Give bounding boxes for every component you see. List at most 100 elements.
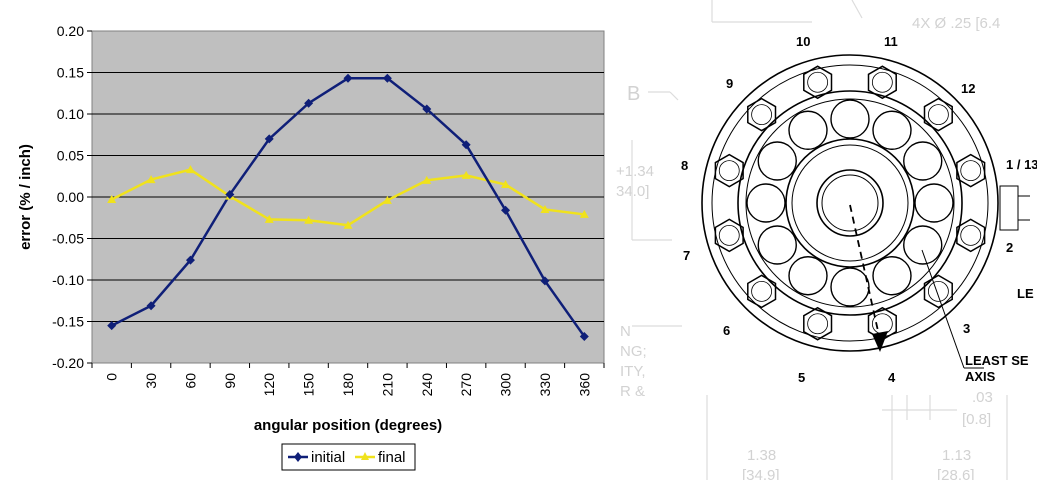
y-tick-label: -0.10: [52, 272, 84, 288]
point-final: [382, 195, 392, 204]
y-tick-label: -0.20: [52, 355, 84, 371]
bolt-number-1-13: 1 / 13: [1006, 157, 1037, 172]
roller: [903, 141, 943, 181]
x-tick-label: 60: [182, 373, 198, 389]
bolt-number-8: 8: [681, 158, 688, 173]
point-initial: [343, 73, 353, 83]
bolt-hex: [714, 218, 744, 253]
bolt-number-11: 11: [884, 34, 898, 49]
bolt-hex: [923, 97, 953, 132]
legend-initial-marker: [294, 452, 302, 462]
x-tick-label: 150: [301, 373, 317, 397]
chart-panel: 0.20 0.15 0.10 0.05 0.00 -0.05 -0.10 -0.15 -0.20…: [17, 0, 613, 480]
bolt-number-2: 2: [1006, 240, 1013, 255]
legend-final-label: final: [378, 449, 406, 466]
x-axis-title: angular position (degrees): [254, 417, 442, 434]
inner-race-edge: [791, 144, 909, 262]
axis-arrow-head: [872, 331, 888, 352]
technical-drawing-panel: 4X Ø .25 [6.4 B +1.34 34.0] NG; ITY, R &…: [612, 0, 1037, 484]
bg-text-dim-1: +1.34: [616, 163, 654, 180]
x-tick-label: 0: [104, 373, 120, 381]
bolt-washer: [807, 71, 829, 93]
point-initial: [146, 301, 156, 311]
x-tick-label: 90: [222, 373, 238, 389]
bolt-washer: [751, 280, 773, 302]
legend-final-marker: [361, 452, 369, 460]
bg-text-dim-2: 34.0]: [616, 183, 649, 200]
bolt-hex: [803, 65, 833, 100]
bolt-number-7: 7: [683, 248, 690, 263]
point-initial: [304, 98, 314, 108]
bg-text-note-1: NG;: [620, 343, 647, 360]
point-initial: [225, 190, 235, 200]
series-markers: [107, 73, 589, 341]
axis-note-line1: LEAST SE: [965, 353, 1029, 368]
bolt-number-9: 9: [726, 76, 733, 91]
bolt-number-12: 12: [961, 81, 975, 96]
point-initial: [540, 276, 550, 286]
bg-text-dim-4: [0.8]: [962, 411, 991, 428]
outer-race: [737, 90, 963, 316]
bg-text-dim-3: .03: [972, 389, 993, 406]
bolt-washer: [927, 280, 949, 302]
point-initial: [185, 255, 195, 265]
point-final: [540, 204, 550, 213]
point-final: [343, 220, 353, 229]
bolt-washer: [718, 224, 740, 246]
x-tick-label: 360: [576, 373, 592, 397]
y-tick-label: -0.05: [52, 231, 84, 247]
point-initial: [461, 140, 471, 150]
bg-text-hole-callout: 4X Ø .25 [6.4: [912, 15, 1000, 32]
point-final: [264, 214, 274, 223]
roller: [757, 141, 797, 181]
bolt-washer: [871, 71, 893, 93]
roller: [914, 183, 954, 223]
bore: [816, 169, 884, 237]
x-tick-label: 240: [419, 373, 435, 397]
bolt-hex: [956, 153, 986, 188]
inner-race: [785, 138, 915, 268]
point-initial: [422, 104, 432, 114]
point-final: [185, 165, 195, 174]
point-final: [501, 180, 511, 189]
outer-race-inner: [745, 98, 955, 308]
y-tick-label: 0.10: [57, 106, 84, 122]
bolt-washer: [718, 160, 740, 182]
axis-leader-line: [921, 249, 965, 369]
bg-text-note-2: ITY,: [620, 363, 646, 380]
point-initial: [501, 205, 511, 215]
bg-text-dim-8: [28.6]: [937, 467, 975, 480]
bolt-hex: [747, 97, 777, 132]
connector: [999, 185, 1019, 231]
roller: [757, 225, 797, 265]
point-final: [107, 194, 117, 203]
point-final: [304, 215, 314, 224]
bolt-number-3: 3: [963, 321, 970, 336]
bolt-washer: [960, 160, 982, 182]
bolt-washer: [927, 104, 949, 126]
point-final: [461, 170, 471, 179]
bg-text-dim-6: [34.9]: [742, 467, 780, 480]
bolt-washer: [807, 313, 829, 335]
y-axis-title: error (% / inch): [17, 144, 34, 250]
x-tick-label: 270: [458, 373, 474, 397]
x-tick-label: 180: [340, 373, 356, 397]
point-initial: [382, 73, 392, 83]
roller: [830, 99, 870, 139]
bearing-rollers: [746, 99, 954, 307]
roller: [830, 267, 870, 307]
x-axis-ticks: 0 30 60 90 120 150 180 210 240 270 300 330 360: [91, 363, 605, 397]
x-tick-label: 330: [537, 373, 553, 397]
point-final: [579, 209, 589, 218]
axis-note-line2: AXIS: [965, 369, 996, 384]
bolt-number-5: 5: [798, 370, 805, 385]
bolt-hex: [747, 274, 777, 309]
bolt-hex: [956, 218, 986, 253]
roller: [872, 256, 912, 296]
roller: [788, 110, 828, 150]
point-final: [422, 175, 432, 184]
bg-text-note-4: N: [620, 323, 631, 340]
y-tick-label: -0.15: [52, 314, 84, 330]
legend-initial-label: initial: [311, 449, 345, 466]
outer-flange: [701, 54, 999, 352]
